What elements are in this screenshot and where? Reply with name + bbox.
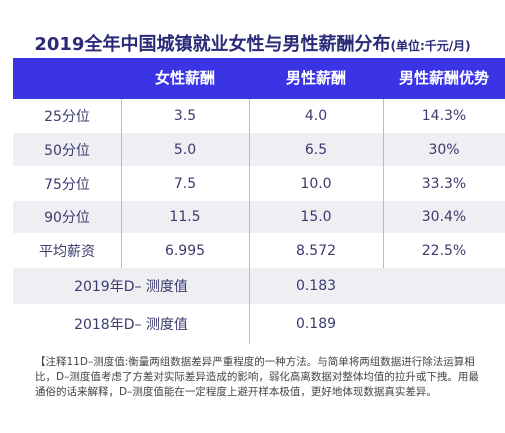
d-measure-row: 2019年D– 测度值 0.183 — [13, 268, 505, 304]
advantage-value: 14.3% — [421, 108, 467, 124]
female-value: 5.0 — [173, 141, 197, 158]
male-value: 10.0 — [300, 175, 332, 192]
advantage-value: 33.3% — [421, 175, 467, 192]
d-measure-value: 0.189 — [295, 316, 337, 332]
male-value: 8.572 — [295, 242, 337, 259]
advantage-value: 30.4% — [421, 209, 467, 225]
advantage-value: 22.5% — [421, 242, 467, 259]
advantage-value: 30% — [428, 141, 460, 158]
title-unit: (单位:千元/月) — [390, 39, 471, 53]
header-male-advantage: 男性薪酬优势 — [398, 69, 489, 87]
header-corner — [13, 58, 121, 99]
row-label: 75分位 — [44, 176, 90, 193]
row-label: 90分位 — [44, 210, 90, 226]
d-measure-label: 2019年D– 测度值 — [74, 279, 188, 295]
column-divider — [249, 99, 250, 344]
header-female-salary: 女性薪酬 — [154, 69, 215, 87]
figure-title: 2019全年中国城镇就业女性与男性薪酬分布(单位:千元/月) — [0, 30, 505, 56]
row-label: 平均薪资 — [39, 243, 95, 260]
female-value: 3.5 — [173, 108, 197, 124]
table-row: 25分位 3.5 4.0 14.3% — [13, 99, 505, 133]
d-measure-value: 0.183 — [295, 278, 337, 294]
table-row: 90分位 11.5 15.0 30.4% — [13, 201, 505, 233]
female-value: 11.5 — [169, 209, 201, 225]
title-main: 2019全年中国城镇就业女性与男性薪酬分布 — [34, 34, 391, 55]
footnote: 【注释11D–测度值:衡量两组数据差异严重程度的一种方法。与简单将两组数据进行除… — [35, 356, 479, 398]
table-row: 平均薪资 6.995 8.572 22.5% — [13, 233, 505, 268]
table-row: 50分位 5.0 6.5 30% — [13, 133, 505, 166]
column-divider — [383, 99, 384, 268]
female-value: 6.995 — [164, 242, 206, 259]
d-measure-row: 2018年D– 测度值 0.189 — [13, 304, 505, 344]
male-value: 15.0 — [300, 209, 332, 225]
male-value: 4.0 — [304, 108, 328, 124]
female-value: 7.5 — [173, 175, 197, 192]
table-row: 75分位 7.5 10.0 33.3% — [13, 166, 505, 201]
header-male-salary: 男性薪酬 — [285, 69, 346, 87]
row-label: 50分位 — [44, 142, 90, 159]
d-measure-label: 2018年D– 测度值 — [74, 317, 188, 333]
column-divider — [121, 99, 122, 268]
row-label: 25分位 — [44, 109, 90, 125]
table-header: 女性薪酬 男性薪酬 男性薪酬优势 — [13, 58, 505, 99]
male-value: 6.5 — [304, 141, 328, 158]
